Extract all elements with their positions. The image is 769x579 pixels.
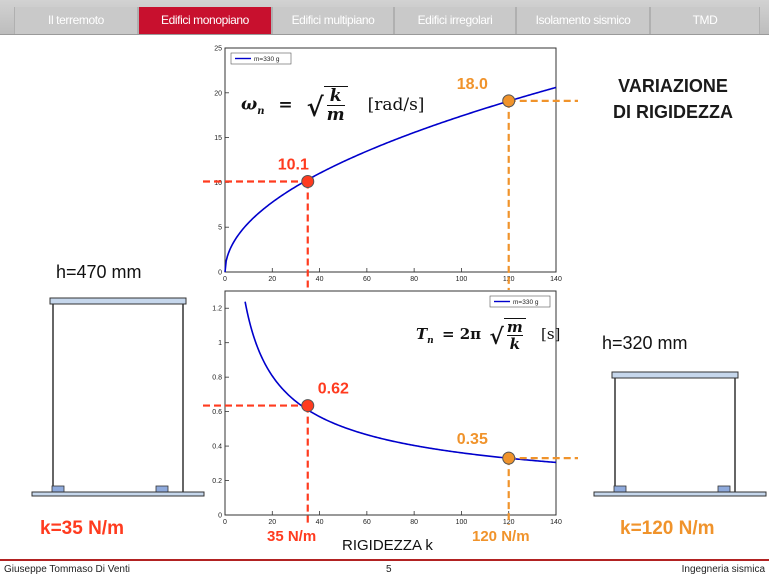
omega-ytick-label-5: 25 (214, 46, 222, 53)
omega-ytick-label-2: 10 (214, 180, 222, 187)
period-plot-area (224, 290, 557, 516)
right-building-height: h=320 mm (602, 333, 688, 353)
period-xtick-label-3: 60 (363, 519, 371, 526)
left-building-height: h=470 mm (56, 262, 142, 282)
formula-period-lhs: T (416, 325, 428, 343)
period-legend-label: m=330 g (513, 299, 539, 306)
period-marker-0 (301, 399, 315, 413)
omega-marker-label-0: 10.1 (278, 157, 309, 174)
tab-edifici-irregolari[interactable]: Edifici irregolari (394, 7, 516, 34)
formula-omega-den: m (326, 105, 345, 125)
omega-plot-area (224, 47, 557, 273)
period-ytick-label-1: 0.2 (212, 478, 222, 485)
omega-legend-box (230, 52, 292, 65)
omega-xtick-label-4: 80 (410, 276, 418, 283)
omega-ytick-label-1: 5 (218, 225, 222, 232)
tab-bar: Il terremoto Edifici monopiano Edifici m… (0, 0, 769, 35)
omega-ytick-label-4: 20 (214, 90, 222, 97)
right-building-stiffness: k=120 N/m (620, 518, 715, 539)
omega-marker-1 (502, 94, 516, 108)
tab-isolamento-sismico[interactable]: Isolamento sismico (516, 7, 650, 34)
formula-period: Tn = 2π √ m k [s] (416, 318, 561, 353)
period-xtick-label-1: 20 (268, 519, 276, 526)
left-building-frame (31, 297, 205, 497)
formula-omega-eq: = (278, 94, 293, 115)
omega-xtick-label-7: 140 (550, 276, 562, 283)
right-building-frame (593, 371, 767, 497)
period-ytick-label-6: 1.2 (212, 306, 222, 313)
formula-period-unit: [s] (540, 325, 561, 343)
period-ytick-label-3: 0.6 (212, 409, 222, 416)
omega-chart: 0204060801001201400510152025m=330 g10.11… (203, 46, 578, 290)
period-xtick-label-6: 120 (503, 519, 515, 526)
slide-title-line1: VARIAZIONE (618, 76, 728, 96)
formula-omega: ωn = √ k m [rad/s] (241, 86, 425, 125)
period-xtick-label-2: 40 (316, 519, 324, 526)
tab-tmd[interactable]: TMD (650, 7, 760, 34)
period-ytick-label-5: 1 (218, 340, 222, 347)
period-xtick-label-4: 80 (410, 519, 418, 526)
period-marker-1 (502, 451, 516, 465)
omega-xtick-label-1: 20 (268, 276, 276, 283)
omega-ytick-label-0: 0 (218, 270, 222, 277)
omega-legend-label: m=330 g (254, 56, 280, 63)
period-marker-label-1: 0.35 (457, 431, 488, 448)
footer-author: Giuseppe Tommaso Di Venti (4, 564, 130, 575)
period-xtick-label-5: 100 (456, 519, 468, 526)
period-ytick-label-4: 0.8 (212, 375, 222, 382)
period-marker-label-0: 0.62 (318, 381, 349, 398)
omega-curve (224, 86, 557, 273)
footer-course: Ingegneria sismica (681, 564, 765, 575)
footer-divider (0, 559, 769, 561)
x-axis-label: RIGIDEZZA k (342, 537, 433, 554)
omega-xtick-label-5: 100 (456, 276, 468, 283)
footer-page-number: 5 (386, 564, 392, 575)
formula-omega-num: k (326, 87, 345, 106)
formula-omega-unit: [rad/s] (367, 94, 425, 115)
period-legend-box (489, 295, 551, 308)
tab-il-terremoto[interactable]: Il terremoto (14, 7, 138, 34)
slide-title-line2: DI RIGIDEZZA (613, 102, 733, 122)
tab-edifici-multipiano[interactable]: Edifici multipiano (272, 7, 394, 34)
formula-period-eq: = 2π (441, 325, 482, 343)
omega-xtick-label-2: 40 (316, 276, 324, 283)
formula-period-sub: n (427, 336, 434, 346)
omega-marker-label-1: 18.0 (457, 76, 488, 93)
left-building-stiffness: k=35 N/m (40, 518, 124, 539)
period-xtick-label-7: 140 (550, 519, 562, 526)
period-chart: 0 20 40 60 80 100 120 140 0 0.2 0.4 0.6 0.8 1 1.2 m=330… (203, 290, 578, 526)
marker-label-k2: 120 N/m (472, 528, 530, 545)
omega-xtick-label-3: 60 (363, 276, 371, 283)
omega-xtick-label-0: 0 (223, 276, 227, 283)
period-ytick-label-0: 0 (218, 513, 222, 520)
period-xtick-label-0: 0 (223, 519, 227, 526)
formula-omega-lhs: ω (241, 94, 258, 115)
omega-ytick-label-3: 15 (214, 135, 222, 142)
omega-marker-0 (301, 175, 315, 189)
tab-edifici-monopiano[interactable]: Edifici monopiano (138, 7, 272, 34)
formula-omega-sub: n (257, 105, 265, 117)
formula-period-num: m (506, 318, 523, 336)
marker-label-k1: 35 N/m (267, 528, 317, 545)
formula-period-den: k (509, 335, 521, 353)
period-ytick-label-2: 0.4 (212, 444, 222, 451)
